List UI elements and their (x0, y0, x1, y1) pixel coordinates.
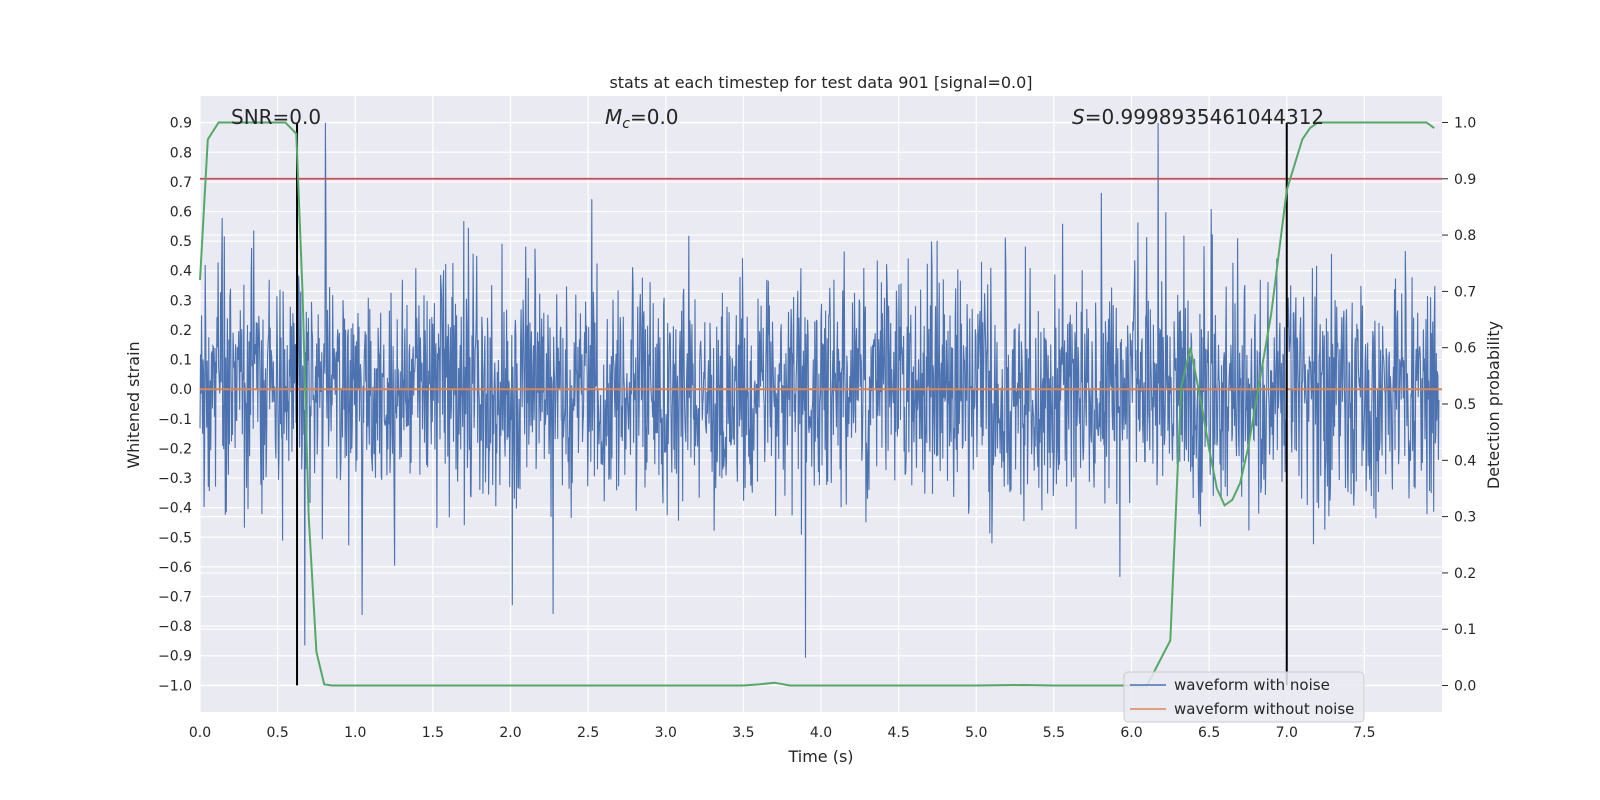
score-value: =0.9998935461044312 (1085, 105, 1324, 129)
y-tick-label: 0.9 (170, 116, 192, 132)
y-tick-label: 0.1 (170, 353, 192, 369)
waveform-with-noise-line (199, 122, 1440, 658)
score-annotation: S=0.9998935461044312 (1072, 105, 1324, 129)
y2-tick-label: 0.5 (1454, 397, 1476, 413)
y-tick-label: 0.4 (170, 264, 192, 280)
y2-tick-label: 1.0 (1454, 115, 1476, 131)
x-tick-label: 5.5 (1043, 725, 1065, 741)
y-tick-label: −0.4 (158, 501, 192, 517)
y2-tick-label: 0.8 (1454, 228, 1476, 244)
chart-marks (199, 121, 1442, 687)
x-tick-label: 7.0 (1276, 725, 1298, 741)
y-tick-label: 0.5 (170, 234, 192, 250)
y-tick-label: −0.3 (158, 471, 192, 487)
legend-label-without-noise: waveform without noise (1174, 700, 1354, 718)
y-tick-label: −0.1 (158, 412, 192, 428)
y-tick-label: 0.7 (170, 175, 192, 191)
y-tick-label: 0.0 (170, 382, 192, 398)
y2-tick-label: 0.7 (1454, 284, 1476, 300)
y-tick-label: −0.5 (158, 530, 192, 546)
chirp-mass-subscript: c (622, 116, 630, 132)
chart-title: stats at each timestep for test data 901… (609, 73, 1032, 92)
y-tick-label: 0.8 (170, 145, 192, 161)
x-tick-label: 0.5 (266, 725, 288, 741)
y-axis-label: Whitened strain (124, 341, 143, 468)
y2-tick-label: 0.2 (1454, 566, 1476, 582)
y2-tick-label: 0.6 (1454, 341, 1476, 357)
y-tick-label: −0.8 (158, 619, 192, 635)
x-tick-label: 0.0 (189, 725, 211, 741)
x-tick-label: 3.0 (655, 725, 677, 741)
y-tick-label: −1.0 (158, 678, 192, 694)
y-tick-label: −0.6 (158, 560, 192, 576)
x-tick-label: 5.0 (965, 725, 987, 741)
x-tick-label: 2.5 (577, 725, 599, 741)
y2-tick-label: 0.3 (1454, 510, 1476, 526)
chirp-mass-symbol: M (605, 105, 622, 129)
y2-axis-label: Detection probability (1484, 321, 1503, 489)
x-tick-label: 2.0 (499, 725, 521, 741)
tick-labels: 0.0 0.5 1.0 1.5 2.0 2.5 3.0 3.5 4.0 4.5 5.0 5.5 6.0 6… (158, 115, 1476, 741)
chirp-mass-annotation: Mc=0.0 (605, 105, 679, 132)
legend-label-with-noise: waveform with noise (1174, 676, 1330, 694)
x-axis-label: Time (s) (787, 747, 853, 766)
y2-tick-label: 0.4 (1454, 453, 1476, 469)
y-tick-label: −0.9 (158, 649, 192, 665)
snr-annotation: SNR=0.0 (231, 105, 321, 129)
x-tick-label: 4.5 (887, 725, 909, 741)
y-tick-label: −0.2 (158, 441, 192, 457)
x-tick-label: 6.0 (1120, 725, 1142, 741)
x-tick-label: 6.5 (1198, 725, 1220, 741)
x-tick-label: 4.0 (810, 725, 832, 741)
x-tick-label: 1.5 (422, 725, 444, 741)
x-tick-label: 3.5 (732, 725, 754, 741)
series-waveform-with-noise (199, 122, 1440, 658)
score-symbol: S (1072, 105, 1085, 129)
detection-probability-line (199, 121, 1435, 687)
y-tick-label: 0.6 (170, 205, 192, 221)
y-tick-label: 0.3 (170, 293, 192, 309)
y2-tick-label: 0.9 (1454, 172, 1476, 188)
y-tick-label: −0.7 (158, 590, 192, 606)
y-tick-label: 0.2 (170, 323, 192, 339)
x-tick-label: 7.5 (1353, 725, 1375, 741)
y2-tick-label: 0.0 (1454, 679, 1476, 695)
y2-tick-label: 0.1 (1454, 622, 1476, 638)
legend: waveform with noise waveform without noi… (1123, 671, 1365, 723)
chirp-mass-value: =0.0 (630, 105, 679, 129)
x-tick-label: 1.0 (344, 725, 366, 741)
legend-box (1123, 671, 1365, 723)
